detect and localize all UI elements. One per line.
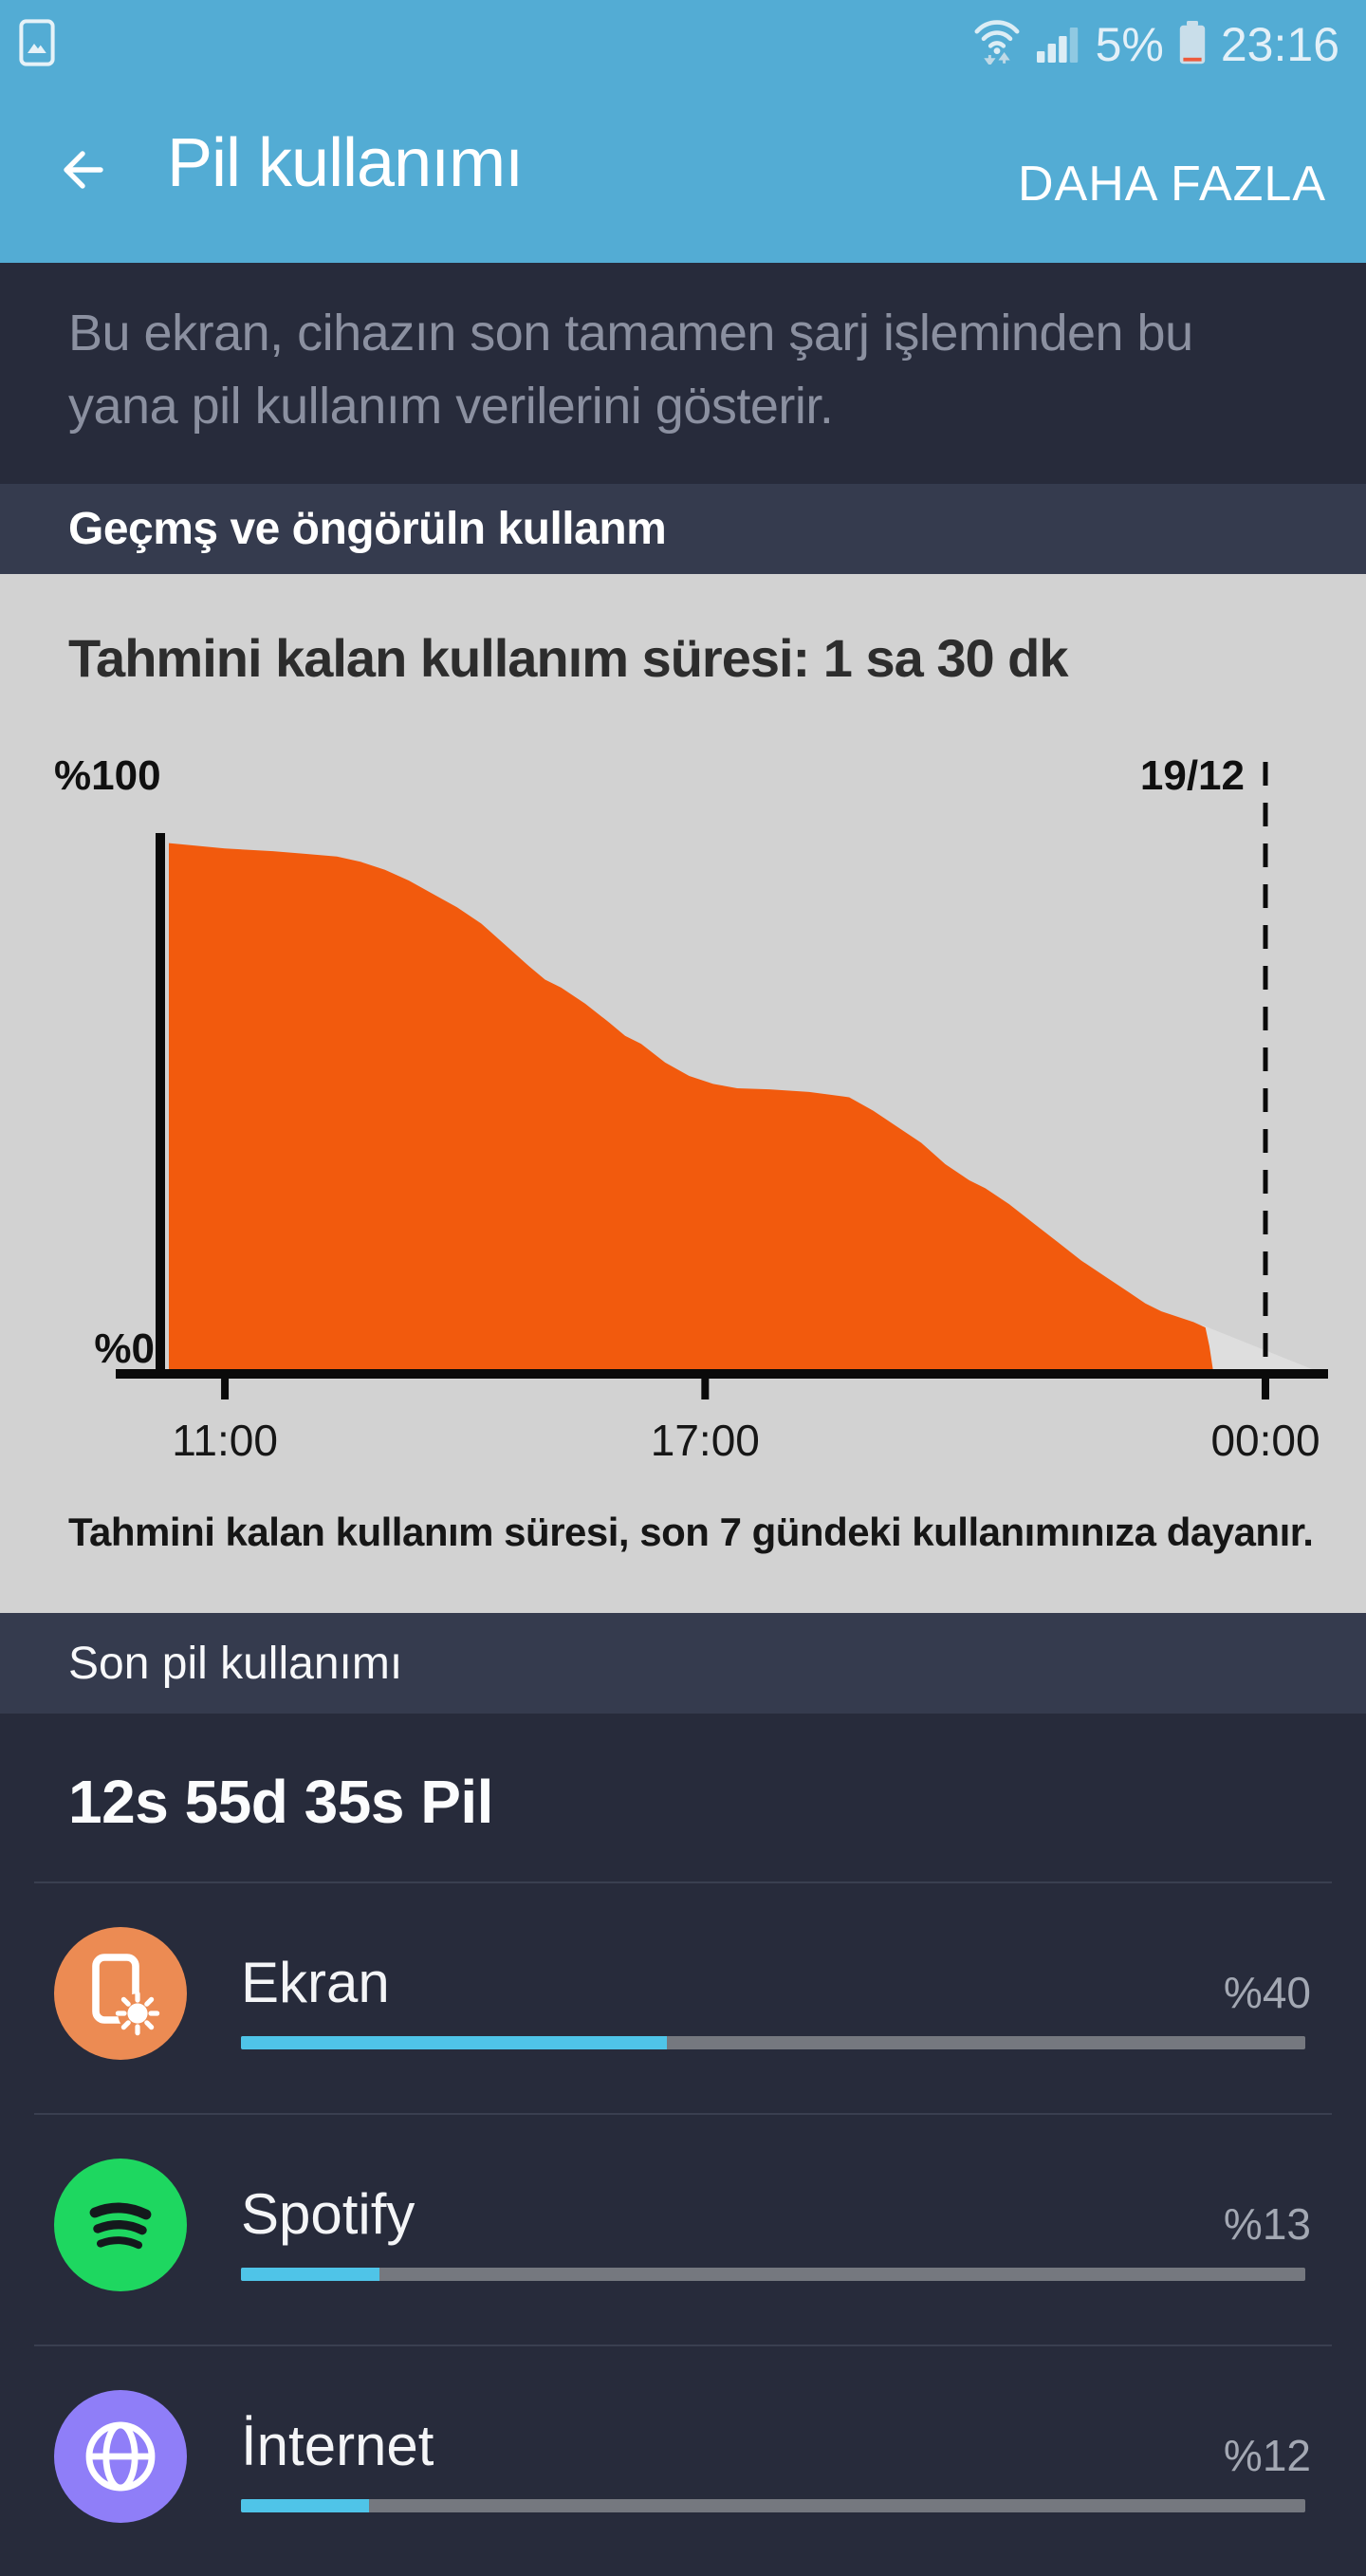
back-button[interactable] bbox=[49, 140, 108, 199]
display-brightness-icon bbox=[54, 1927, 187, 2060]
back-arrow-icon bbox=[49, 151, 108, 202]
cellular-signal-icon bbox=[1035, 21, 1082, 69]
usage-item-name: Ekran bbox=[241, 1951, 390, 2014]
usage-row-internet[interactable]: İnternet %12 bbox=[0, 2344, 1366, 2576]
usage-progress-track bbox=[241, 2036, 1305, 2049]
usage-row-spotify[interactable]: Spotify %13 bbox=[0, 2113, 1366, 2344]
status-bar: 5% 23:16 bbox=[0, 0, 1366, 76]
header: 5% 23:16 bbox=[0, 0, 1366, 263]
usage-progress-fill bbox=[241, 2036, 667, 2049]
history-section-title: Geçmş ve öngörüln kullanm bbox=[68, 504, 667, 554]
y-axis-bottom-label: %0 bbox=[94, 1325, 155, 1372]
battery-history-chart-section: Tahmini kalan kullanım süresi: 1 sa 30 d… bbox=[0, 574, 1366, 1613]
screenshot-notification-icon bbox=[19, 19, 55, 71]
usage-item-percent: %12 bbox=[1223, 2431, 1311, 2480]
divider bbox=[34, 2113, 1332, 2115]
description-section: Bu ekran, cihazın son tamamen şarj işlem… bbox=[0, 263, 1366, 484]
status-battery-percent: 5% bbox=[1095, 18, 1164, 71]
x-tick-label: 17:00 bbox=[650, 1416, 760, 1465]
usage-progress-fill bbox=[241, 2268, 379, 2281]
recent-usage-section-title: Son pil kullanımı bbox=[68, 1638, 403, 1689]
y-axis-top-label: %100 bbox=[54, 752, 161, 799]
more-button[interactable]: DAHA FAZLA bbox=[1018, 157, 1326, 212]
battery-history-chart bbox=[116, 762, 1328, 1399]
x-tick-label: 00:00 bbox=[1210, 1416, 1320, 1465]
history-section-header: Geçmş ve öngörüln kullanm bbox=[0, 484, 1366, 574]
chart-footnote: Tahmini kalan kullanım süresi, son 7 gün… bbox=[68, 1510, 1314, 1554]
app-bar: Pil kullanımı DAHA FAZLA bbox=[0, 76, 1366, 263]
battery-usage-screen: 5% 23:16 bbox=[0, 0, 1366, 2523]
usage-item-percent: %13 bbox=[1223, 2199, 1311, 2249]
usage-summary: 12s 55d 35s Pil bbox=[68, 1768, 493, 1836]
x-tick-label: 11:00 bbox=[172, 1416, 278, 1465]
recent-usage-section-header: Son pil kullanımı bbox=[0, 1613, 1366, 1714]
divider bbox=[34, 1881, 1332, 1883]
description-text: Bu ekran, cihazın son tamamen şarj işlem… bbox=[68, 305, 1193, 435]
usage-progress-fill bbox=[241, 2499, 369, 2512]
usage-item-name: İnternet bbox=[241, 2414, 434, 2477]
divider bbox=[34, 2344, 1332, 2346]
battery-icon bbox=[1177, 21, 1208, 69]
wifi-icon bbox=[972, 13, 1022, 69]
usage-progress-track bbox=[241, 2268, 1305, 2281]
usage-item-name: Spotify bbox=[241, 2182, 415, 2246]
usage-progress-track bbox=[241, 2499, 1305, 2512]
date-marker-label: 19/12 bbox=[1139, 752, 1245, 799]
usage-item-percent: %40 bbox=[1223, 1968, 1311, 2017]
spotify-icon bbox=[54, 2159, 187, 2291]
chart-title: Tahmini kalan kullanım süresi: 1 sa 30 d… bbox=[68, 628, 1069, 688]
status-icons-cluster: 5% 23:16 bbox=[972, 13, 1339, 69]
page-title: Pil kullanımı bbox=[167, 125, 524, 201]
status-clock: 23:16 bbox=[1220, 18, 1339, 71]
usage-row-ekran[interactable]: Ekran %40 bbox=[0, 1881, 1366, 2113]
globe-icon bbox=[54, 2390, 187, 2523]
usage-list: 12s 55d 35s Pil Ekran %40 bbox=[0, 1714, 1366, 2523]
